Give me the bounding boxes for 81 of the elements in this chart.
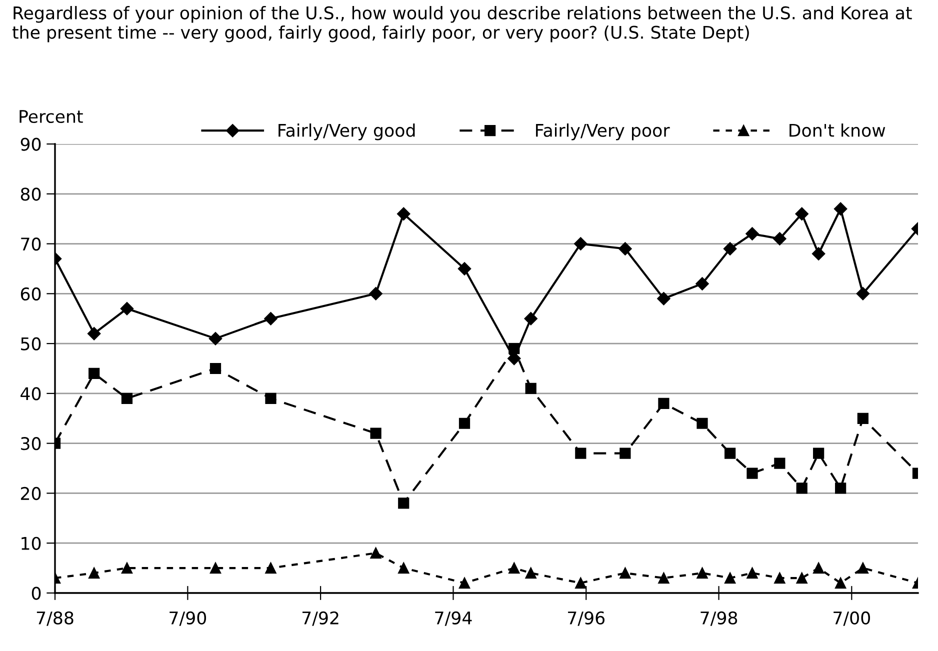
point — [696, 277, 709, 290]
y-tick-label: 80 — [20, 188, 41, 201]
x-tick-label: 7/98 — [700, 611, 738, 626]
point — [658, 398, 670, 409]
x-tick-label: 7/00 — [834, 611, 870, 626]
point — [369, 287, 382, 300]
x-tick-label: 7/92 — [302, 611, 338, 626]
point — [724, 572, 736, 584]
point — [746, 468, 758, 479]
point — [458, 418, 470, 429]
point — [265, 392, 276, 404]
point — [696, 418, 708, 429]
y-tick-label: 90 — [20, 138, 41, 151]
point — [121, 562, 133, 574]
point — [121, 392, 133, 404]
point — [525, 567, 536, 579]
point — [525, 382, 536, 394]
point — [370, 548, 382, 559]
point — [575, 577, 586, 589]
point — [524, 312, 538, 326]
point — [574, 237, 588, 250]
point — [657, 292, 670, 306]
point — [774, 572, 786, 584]
point — [813, 448, 824, 459]
point — [835, 577, 846, 589]
legend-label: Don't know — [790, 123, 886, 137]
point — [210, 362, 222, 374]
x-tick-label: 7/88 — [36, 611, 74, 626]
point — [835, 482, 846, 494]
y-tick-label: 40 — [20, 387, 41, 400]
legend-label: Fairly/Very poor — [536, 123, 670, 140]
chart-title: Regardless of your opinion of the U.S., how would you describe relations between the U.S. and Korea at the present time -- very good, fairly good, fairly poor, or very poor? (U.S. State Dept) — [12, 6, 912, 42]
point — [723, 242, 737, 256]
point — [796, 572, 808, 584]
y-axis-title: Percent — [20, 110, 83, 124]
point — [208, 332, 222, 346]
y-tick-label: 0 — [32, 586, 41, 600]
point — [575, 448, 586, 459]
point — [458, 262, 472, 276]
point — [620, 567, 631, 579]
point — [746, 567, 758, 579]
point — [398, 562, 410, 574]
point — [264, 312, 278, 326]
point — [795, 207, 808, 220]
x-tick-label: 7/90 — [170, 611, 206, 626]
y-tick-label: 30 — [21, 437, 41, 450]
point — [120, 302, 134, 316]
point — [210, 562, 222, 574]
y-tick-label: 50 — [21, 337, 41, 350]
point — [796, 482, 808, 494]
point — [857, 412, 868, 424]
point — [856, 287, 870, 300]
y-tick-label: 70 — [21, 237, 41, 251]
y-tick-label: 60 — [20, 287, 41, 301]
x-tick-label: 7/96 — [568, 611, 605, 626]
point — [774, 458, 786, 469]
point — [88, 368, 100, 380]
point — [746, 227, 759, 240]
point — [696, 567, 708, 579]
legend-label: Fairly/Very good — [278, 123, 415, 140]
x-tick-label: 7/94 — [435, 611, 472, 626]
point — [398, 498, 410, 509]
point — [370, 428, 382, 439]
point — [658, 572, 670, 584]
point — [87, 326, 101, 340]
point — [834, 202, 848, 216]
point — [618, 242, 632, 256]
point — [857, 562, 868, 574]
point — [508, 342, 520, 354]
point — [812, 247, 826, 260]
y-tick-label: 20 — [20, 486, 41, 500]
point — [724, 448, 736, 459]
point — [88, 567, 100, 579]
point — [458, 577, 470, 589]
point — [397, 207, 410, 220]
point — [773, 232, 786, 246]
y-tick-label: 10 — [22, 536, 41, 550]
point — [265, 562, 276, 574]
point — [508, 562, 520, 574]
point — [620, 448, 631, 459]
point — [813, 562, 824, 574]
